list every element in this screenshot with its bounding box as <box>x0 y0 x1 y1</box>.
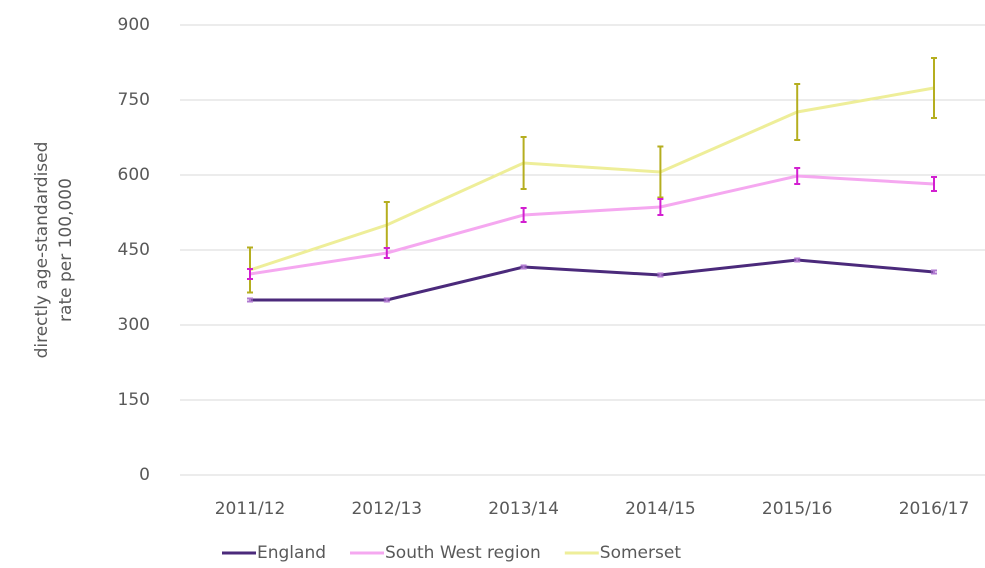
error-bar <box>931 269 937 275</box>
error-bar <box>794 83 801 141</box>
x-tick-label: 2015/16 <box>762 499 833 519</box>
x-tick-label: 2011/12 <box>215 499 286 519</box>
x-tick-label: 2014/15 <box>625 499 696 519</box>
line <box>249 174 935 276</box>
error-bar <box>247 268 253 280</box>
y-tick-label: 600 <box>118 165 150 185</box>
y-tick-label: 150 <box>118 390 150 410</box>
error-bar <box>247 297 253 303</box>
error-bar <box>383 247 390 259</box>
y-tick-label: 900 <box>118 15 150 35</box>
y-tick-label: 750 <box>118 90 150 110</box>
error-bar <box>794 167 801 185</box>
y-tick-label: 300 <box>118 315 150 335</box>
error-bar <box>520 136 527 190</box>
x-tick-label: 2012/13 <box>351 499 422 519</box>
y-tick-label: 0 <box>139 465 150 485</box>
error-bar <box>520 264 527 270</box>
line <box>249 86 935 272</box>
error-bar <box>931 57 937 119</box>
y-axis-label: directly age-standardised <box>32 142 52 359</box>
error-bar <box>657 272 664 278</box>
error-bar <box>383 297 390 303</box>
legend-label: Somerset <box>600 543 682 563</box>
y-tick-label: 450 <box>118 240 150 260</box>
error-bar <box>657 145 664 199</box>
x-tick-label: 2013/14 <box>488 499 559 519</box>
y-axis-label: rate per 100,000 <box>56 178 76 322</box>
error-bar <box>520 207 527 223</box>
error-bar <box>657 198 664 216</box>
error-bar <box>794 257 801 263</box>
legend-label: England <box>257 543 326 563</box>
x-tick-label: 2016/17 <box>899 499 970 519</box>
legend-label: South West region <box>385 543 541 563</box>
error-bar <box>931 176 937 192</box>
line <box>250 258 935 302</box>
